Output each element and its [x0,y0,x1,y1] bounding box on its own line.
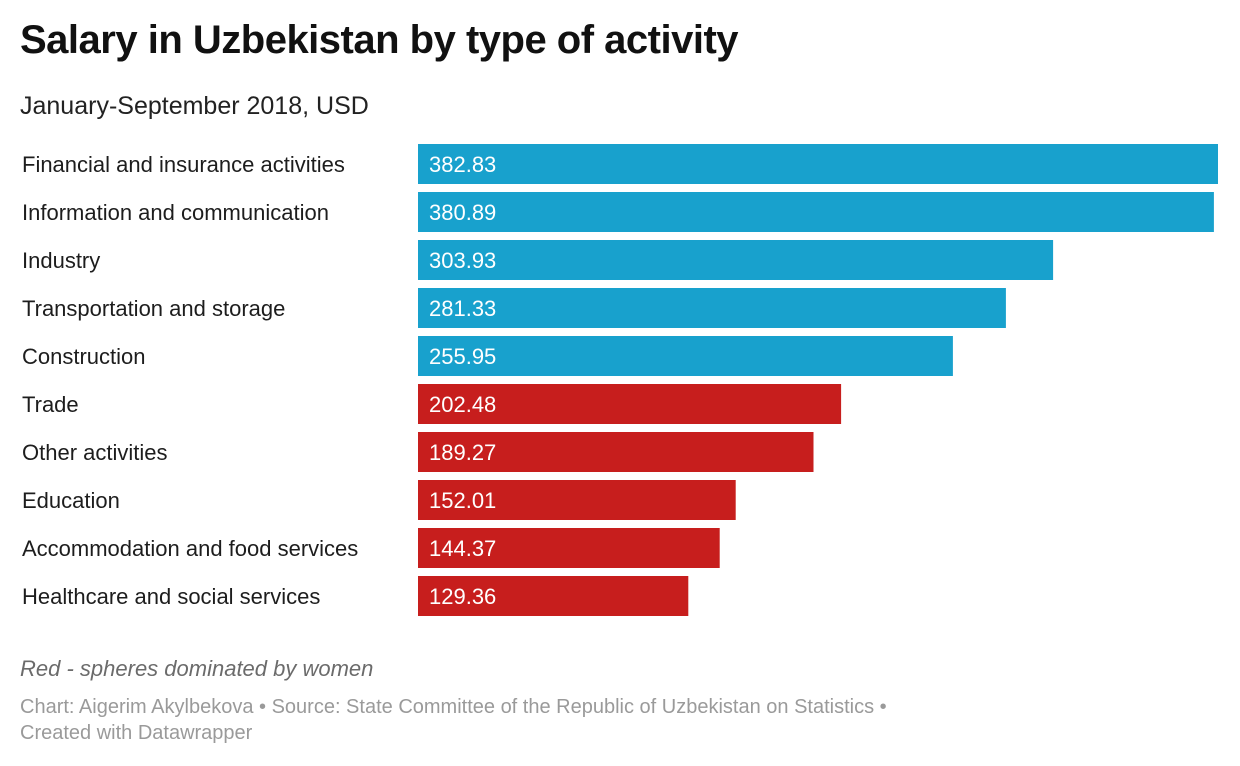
chart-footer: Chart: Aigerim Akylbekova • Source: Stat… [20,694,887,746]
footer-separator: • [879,696,887,718]
value-label: 152.01 [429,488,496,513]
bar [418,480,736,520]
value-label: 129.36 [429,584,496,609]
bar [418,528,720,568]
bar-chart: Financial and insurance activities 382.83… [22,144,1218,616]
value-label: 144.37 [429,536,496,561]
created-with: Created with Datawrapper [20,722,253,744]
chart-subtitle: January-September 2018, USD [20,92,369,120]
category-label: Other activities [22,440,168,465]
bar [418,384,842,424]
bar-row: Financial and insurance activities 382.83 [22,144,1218,184]
category-label: Information and communication [22,200,329,225]
bar-row: Transportation and storage 281.33 [22,288,1006,328]
bar-row: Information and communication 380.89 [22,192,1214,232]
footer-separator: • [259,696,267,718]
bar-row: Construction 255.95 [22,336,953,376]
bar [418,576,689,616]
bar [418,432,814,472]
category-label: Industry [22,248,100,273]
bar-row: Industry 303.93 [22,240,1054,280]
bar-row: Education 152.01 [22,480,736,520]
category-label: Construction [22,344,146,369]
category-label: Education [22,488,120,513]
bar [418,144,1218,184]
category-label: Financial and insurance activities [22,152,345,177]
bar [418,192,1214,232]
value-label: 202.48 [429,392,496,417]
bar [418,240,1054,280]
chart-title: Salary in Uzbekistan by type of activity [20,18,739,62]
category-label: Transportation and storage [22,296,285,321]
bar-row: Healthcare and social services 129.36 [22,576,689,616]
bar-row: Other activities 189.27 [22,432,814,472]
footer-line-1: Chart: Aigerim Akylbekova • Source: Stat… [20,694,887,720]
chart-credit: Chart: Aigerim Akylbekova [20,696,254,718]
category-label: Accommodation and food services [22,536,358,561]
value-label: 281.33 [429,296,496,321]
value-label: 189.27 [429,440,496,465]
value-label: 303.93 [429,248,496,273]
footer-line-2: Created with Datawrapper [20,720,887,746]
highlight-note: Red - spheres dominated by women [20,656,374,681]
bar [418,288,1006,328]
value-label: 380.89 [429,200,496,225]
category-label: Healthcare and social services [22,584,320,609]
bar-row: Trade 202.48 [22,384,842,424]
category-label: Trade [22,392,79,417]
source-text: Source: State Committee of the Republic … [271,696,875,718]
bar [418,336,953,376]
bar-row: Accommodation and food services 144.37 [22,528,720,568]
value-label: 382.83 [429,152,496,177]
value-label: 255.95 [429,344,496,369]
